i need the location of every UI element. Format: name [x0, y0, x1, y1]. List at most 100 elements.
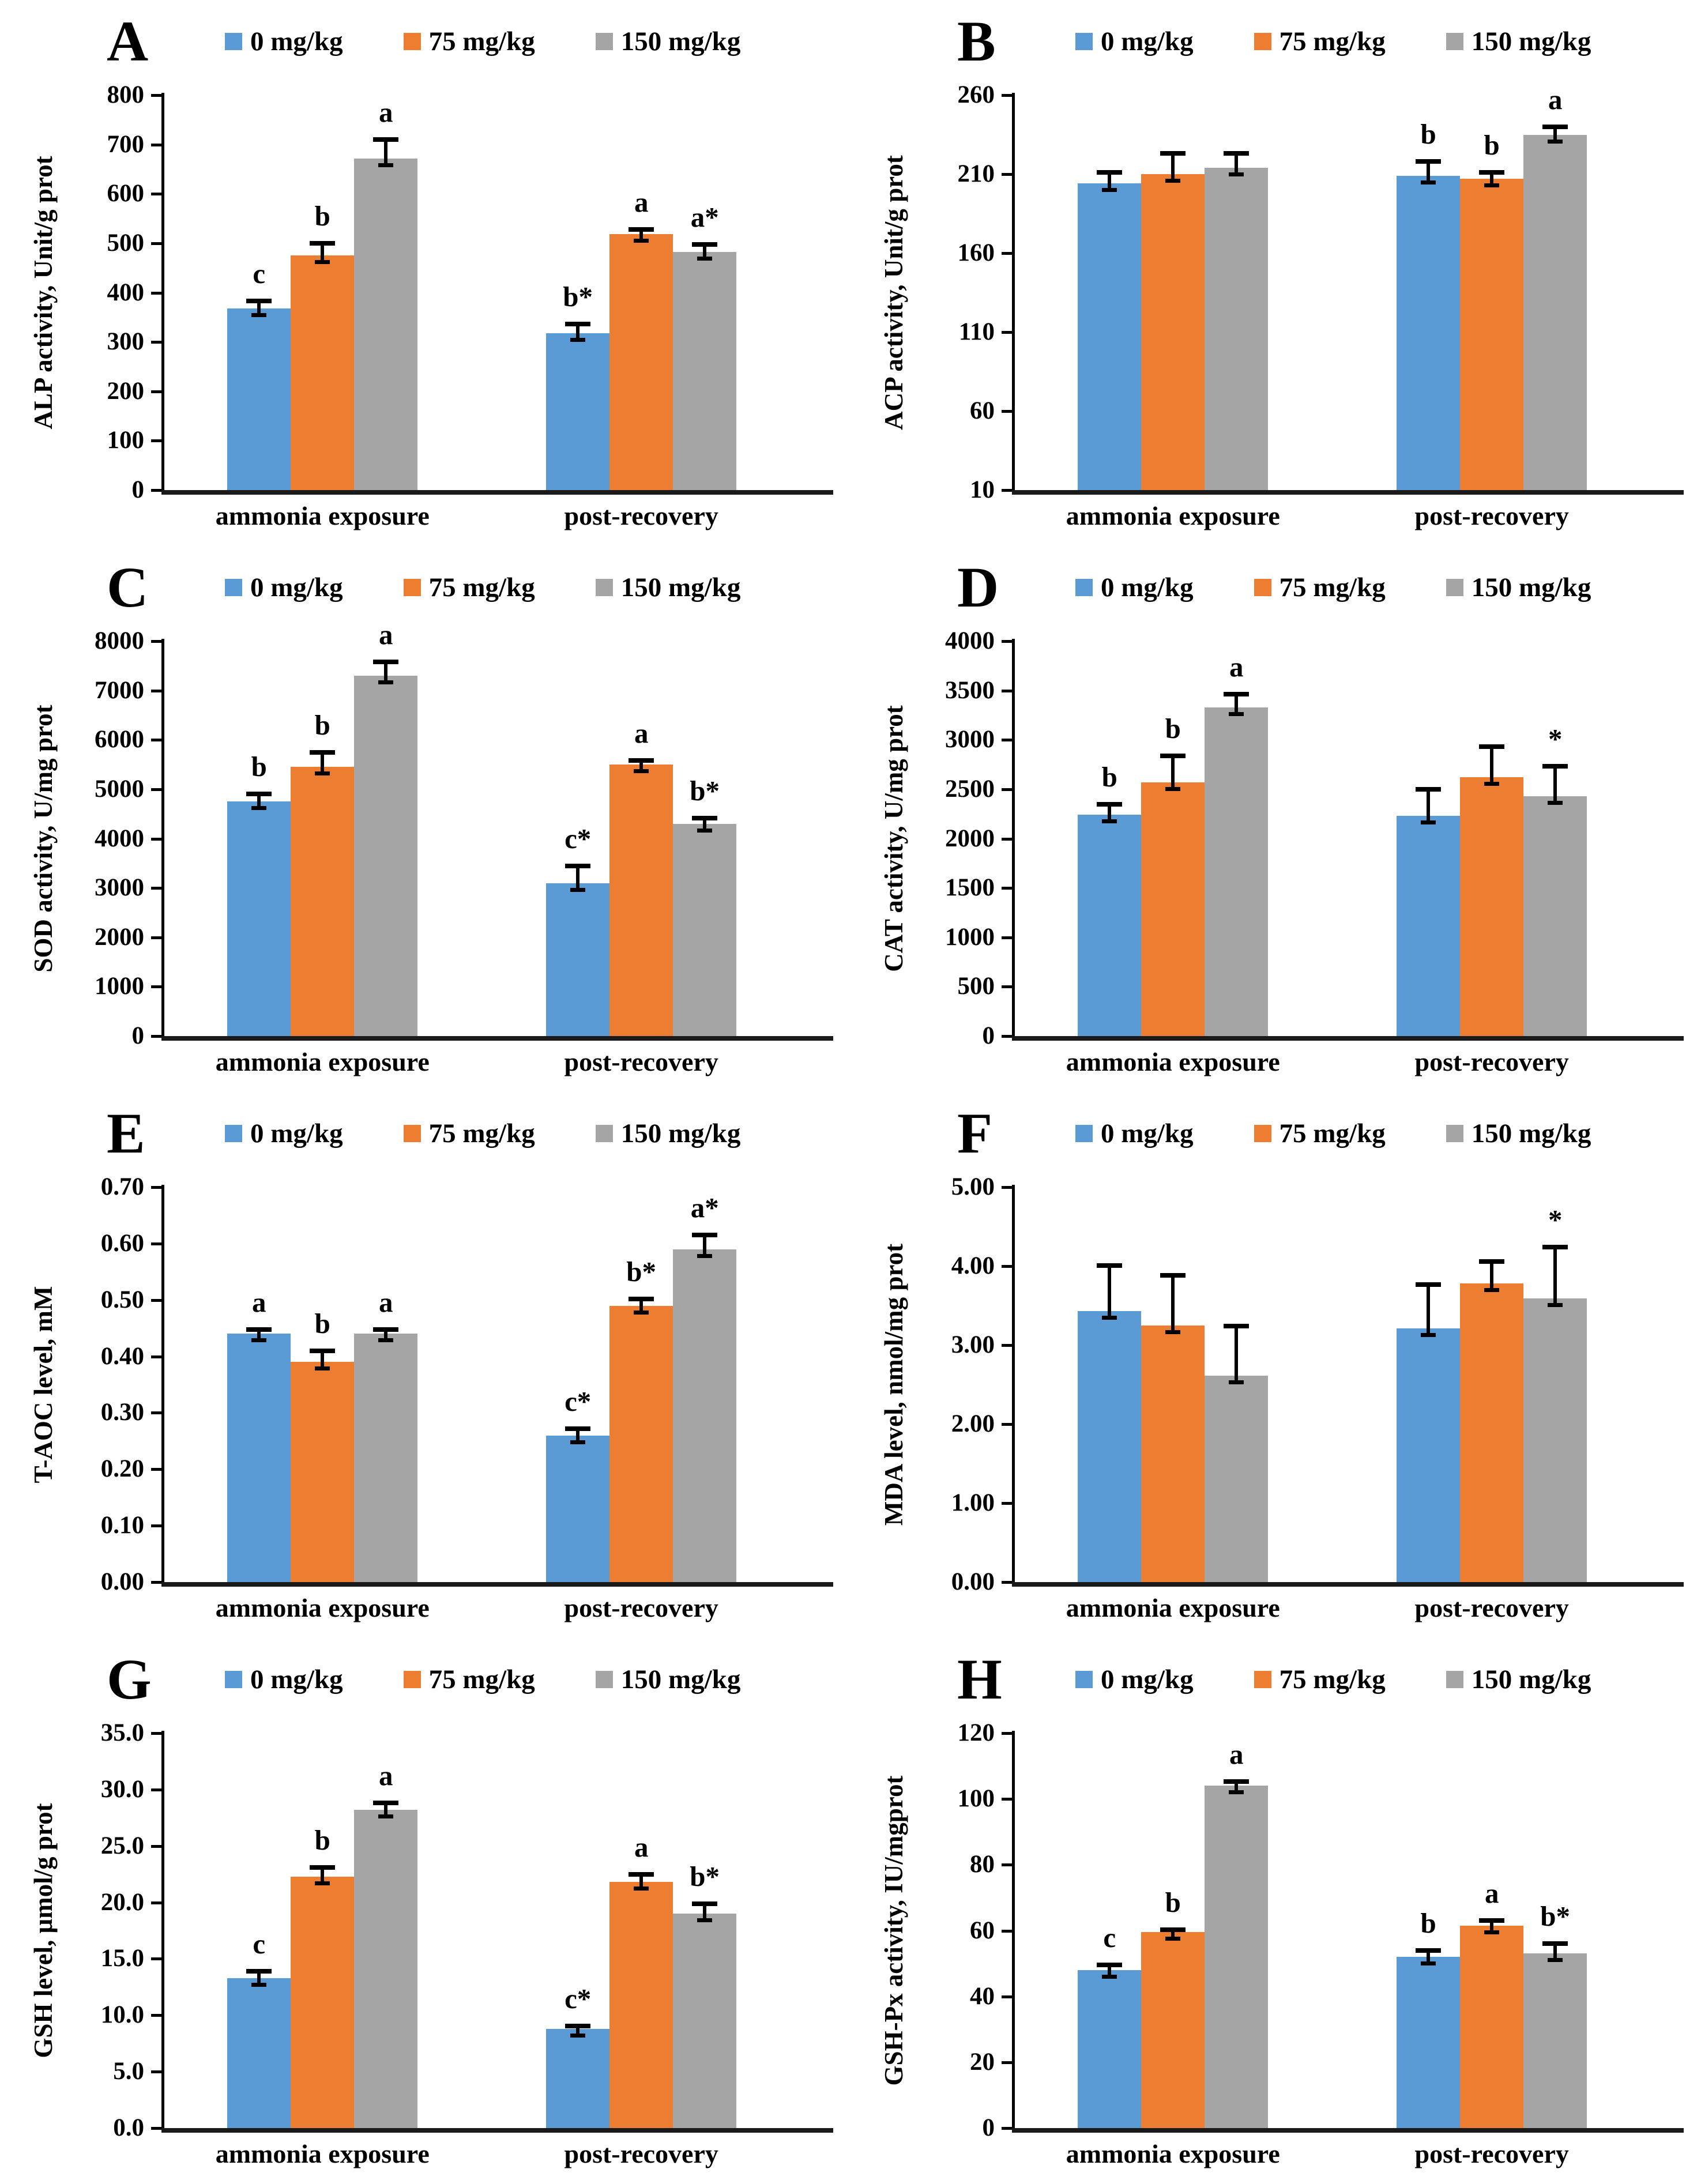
error-bar-cap: [1097, 1963, 1123, 1968]
y-tick: [1002, 739, 1012, 742]
y-tick: [151, 193, 161, 196]
sig-label: a*: [690, 1192, 719, 1224]
legend: 0 mg/kg 75 mg/kg 150 mg/kg: [225, 26, 740, 57]
error-bar-foot: [634, 1886, 649, 1891]
legend-label: 75 mg/kg: [1279, 27, 1386, 57]
panel-H: H 0 mg/kg 75 mg/kg 150 mg/kg 0 20 40 60 80 100 120…: [850, 1638, 1701, 2184]
bar-A-1-1: [609, 234, 673, 490]
x-axis: [161, 1036, 833, 1041]
error-bar-cap: [373, 1327, 399, 1332]
legend-label: 150 mg/kg: [620, 1665, 741, 1695]
error-bar: [639, 1298, 643, 1314]
sig-label: b*: [626, 1255, 657, 1287]
y-tick-label: 1.00: [951, 1489, 995, 1516]
y-tick: [1002, 788, 1012, 791]
x-category-label: ammonia exposure: [1066, 2139, 1280, 2168]
y-tick-label: 0.00: [951, 1568, 995, 1595]
y-tick-label: 0.60: [100, 1229, 144, 1257]
y-tick-label: 3.00: [951, 1331, 995, 1358]
error-bar: [1553, 1944, 1557, 1962]
y-axis-title: MDA level, nmol/mg prot: [879, 1243, 908, 1526]
y-tick: [1002, 331, 1012, 334]
y-tick: [1002, 1581, 1012, 1584]
error-bar-cap: [1542, 124, 1568, 129]
legend-swatch-icon: [1446, 1671, 1463, 1688]
y-tick-label: 30.0: [100, 1775, 144, 1803]
error-bar-cap: [629, 227, 654, 232]
error-bar: [703, 818, 707, 832]
error-bar-foot: [1548, 800, 1563, 805]
error-bar: [321, 1350, 325, 1370]
error-bar-foot: [1484, 1930, 1500, 1934]
y-tick-label: 600: [107, 180, 145, 208]
panel-A: A 0 mg/kg 75 mg/kg 150 mg/kg 0 100 200 300 400 50…: [0, 0, 850, 546]
legend-label: 150 mg/kg: [1471, 573, 1591, 603]
y-tick: [151, 887, 161, 890]
bar-F-1-2: [1523, 1298, 1587, 1582]
legend-swatch-icon: [403, 579, 421, 596]
bar-B-0-2: [1205, 168, 1269, 490]
y-tick: [151, 1844, 161, 1848]
legend-swatch-icon: [595, 1125, 613, 1142]
bar-G-1-0: [546, 2028, 610, 2128]
error-bar: [1108, 804, 1112, 823]
error-bar: [321, 752, 325, 775]
legend-item-150mgkg: 150 mg/kg: [595, 572, 740, 603]
y-tick-label: 20: [970, 2048, 995, 2076]
x-category-label: post-recovery: [1414, 501, 1569, 530]
error-bar-foot: [1102, 1975, 1117, 1979]
y-tick: [1002, 837, 1012, 841]
error-bar-foot: [1484, 1288, 1500, 1293]
legend-label: 75 mg/kg: [1279, 1665, 1386, 1695]
error-bar: [1108, 1265, 1112, 1320]
y-tick: [151, 1298, 161, 1302]
sig-label: c: [253, 1927, 266, 1960]
x-axis: [1012, 2128, 1684, 2133]
x-category-label: ammonia exposure: [1066, 1593, 1280, 1622]
sig-label: c*: [565, 1385, 592, 1417]
error-bar-cap: [1479, 170, 1505, 175]
error-bar-cap: [310, 1865, 336, 1870]
x-category-label: post-recovery: [564, 501, 718, 530]
y-tick: [151, 94, 161, 97]
error-bar-foot: [1421, 820, 1436, 825]
y-tick: [1002, 1502, 1012, 1505]
error-bar-foot: [315, 1881, 330, 1885]
y-tick-label: 0.0: [113, 2114, 144, 2141]
error-bar-foot: [251, 312, 267, 317]
y-tick-label: 0.40: [100, 1342, 144, 1370]
error-bar-cap: [310, 240, 336, 246]
error-bar: [321, 1867, 325, 1885]
y-tick: [1002, 1929, 1012, 1933]
legend: 0 mg/kg 75 mg/kg 150 mg/kg: [225, 572, 740, 603]
error-bar: [1108, 1965, 1112, 1978]
bar-F-0-0: [1078, 1311, 1142, 1582]
error-bar-foot: [1484, 782, 1500, 786]
y-tick: [1002, 410, 1012, 413]
sig-label: *: [1548, 1204, 1563, 1236]
legend-item-0mgkg: 0 mg/kg: [225, 1664, 343, 1695]
legend-label: 0 mg/kg: [1101, 1665, 1194, 1695]
y-tick: [1002, 1732, 1012, 1735]
error-bar-cap: [1479, 744, 1505, 750]
y-tick: [151, 936, 161, 939]
bar-B-0-1: [1141, 174, 1205, 490]
legend-item-150mgkg: 150 mg/kg: [595, 1664, 741, 1695]
legend-item-75mgkg: 75 mg/kg: [1254, 1118, 1386, 1149]
y-axis: [1012, 1185, 1015, 1582]
error-bar: [1490, 1921, 1494, 1934]
sig-label: a*: [690, 201, 719, 234]
y-axis-title: GSH level, μmol/g prot: [29, 1803, 58, 2058]
legend-item-150mgkg: 150 mg/kg: [595, 26, 740, 57]
error-bar-cap: [629, 1296, 654, 1301]
error-bar-foot: [1165, 1330, 1181, 1334]
error-bar-foot: [634, 769, 649, 774]
panel-F: F 0 mg/kg 75 mg/kg 150 mg/kg 0.00 1.00 2.00 3.0…: [850, 1092, 1701, 1638]
bar-A-1-0: [546, 333, 610, 490]
error-bar: [1553, 126, 1557, 143]
error-bar-foot: [1229, 711, 1244, 716]
panel-letter-A: A: [107, 9, 149, 73]
y-axis-title: ACP activity, Unit/g prot: [879, 155, 908, 430]
legend-label: 0 mg/kg: [250, 1119, 343, 1149]
y-tick: [1002, 1186, 1012, 1189]
